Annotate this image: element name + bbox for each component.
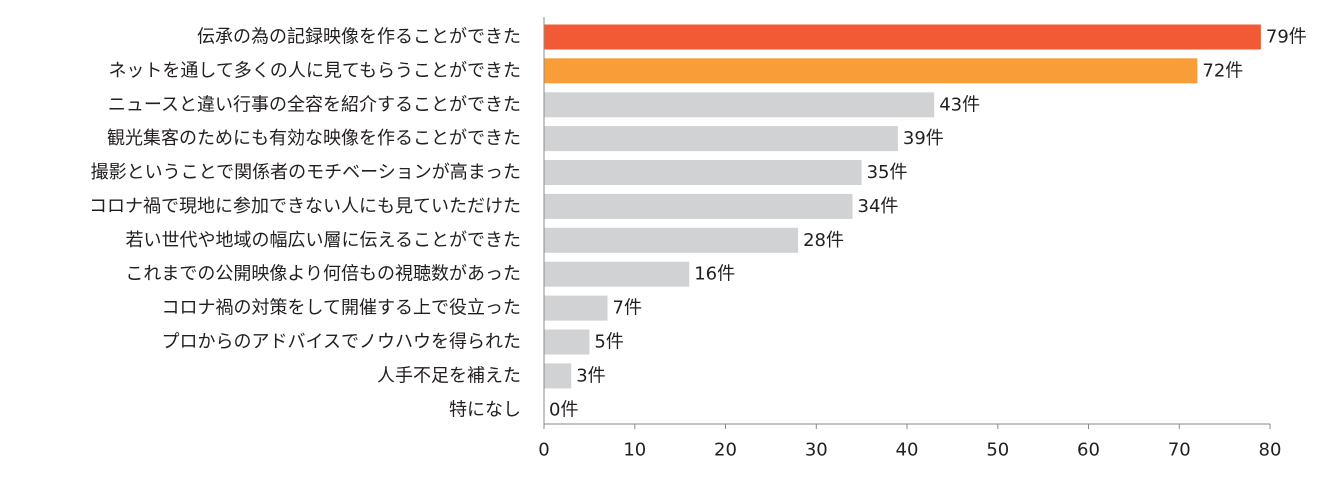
category-label-8: これまでの公開映像より何倍もの視聴数があった bbox=[125, 264, 521, 285]
bar-6 bbox=[544, 193, 853, 219]
value-label-9: 7件 bbox=[613, 298, 642, 319]
value-label-4: 39件 bbox=[903, 128, 944, 149]
bar-11 bbox=[544, 363, 572, 389]
value-label-5: 35件 bbox=[867, 162, 908, 183]
bar-4 bbox=[544, 126, 898, 152]
category-label-2: ネットを通して多くの人に見てもらうことができた bbox=[108, 60, 521, 81]
category-label-12: 特になし bbox=[449, 399, 521, 420]
category-label-3: ニュースと違い行事の全容を紹介することができた bbox=[108, 94, 521, 115]
x-tick-label-10: 10 bbox=[623, 440, 646, 461]
value-label-7: 28件 bbox=[803, 230, 844, 251]
bar-10 bbox=[544, 329, 590, 355]
category-label-5: 撮影ということで関係者のモチベーションが高まった bbox=[91, 162, 521, 183]
value-label-12: 0件 bbox=[549, 399, 578, 420]
x-tick-label-70: 70 bbox=[1168, 440, 1191, 461]
x-tick-label-30: 30 bbox=[805, 440, 828, 461]
x-tick-label-60: 60 bbox=[1077, 440, 1100, 461]
value-label-6: 34件 bbox=[858, 196, 899, 217]
bar-8 bbox=[544, 261, 690, 287]
bars-group bbox=[544, 24, 1261, 389]
value-label-10: 5件 bbox=[594, 332, 623, 353]
x-tick-label-80: 80 bbox=[1259, 440, 1282, 461]
category-label-9: コロナ禍の対策をして開催する上で役立った bbox=[162, 298, 521, 319]
value-label-3: 43件 bbox=[939, 94, 980, 115]
bar-1 bbox=[544, 24, 1261, 50]
category-label-7: 若い世代や地域の幅広い層に伝えることができた bbox=[126, 230, 521, 251]
x-tick-label-0: 0 bbox=[538, 440, 549, 461]
bar-3 bbox=[544, 92, 935, 118]
x-tick-label-50: 50 bbox=[986, 440, 1009, 461]
x-ticks-group: 0 10 20 30 40 50 60 70 80 bbox=[538, 424, 1281, 461]
bar-2 bbox=[544, 58, 1198, 84]
category-label-11: 人手不足を補えた bbox=[377, 365, 521, 386]
value-label-1: 79件 bbox=[1266, 27, 1307, 48]
x-tick-label-20: 20 bbox=[714, 440, 737, 461]
category-label-4: 観光集客のためにも有効な映像を作ることができた bbox=[107, 128, 521, 149]
x-tick-label-40: 40 bbox=[896, 440, 919, 461]
value-label-2: 72件 bbox=[1202, 60, 1243, 81]
value-label-11: 3件 bbox=[576, 365, 605, 386]
category-labels-group: 伝承の為の記録映像を作ることができたネットを通して多くの人に見てもらうことができ… bbox=[89, 27, 521, 421]
category-label-10: プロからのアドバイスでノウハウを得られた bbox=[162, 332, 521, 353]
category-label-1: 伝承の為の記録映像を作ることができた bbox=[197, 27, 521, 48]
bar-7 bbox=[544, 227, 799, 253]
category-label-6: コロナ禍で現地に参加できない人にも見ていただけた bbox=[89, 196, 521, 217]
value-labels-group: 79件 72件 43件 39件 35件 34件 28件 16件 7件 5件 3件 0件 bbox=[549, 27, 1307, 421]
bar-5 bbox=[544, 160, 862, 185]
bar-9 bbox=[544, 295, 608, 321]
value-label-8: 16件 bbox=[694, 264, 735, 285]
